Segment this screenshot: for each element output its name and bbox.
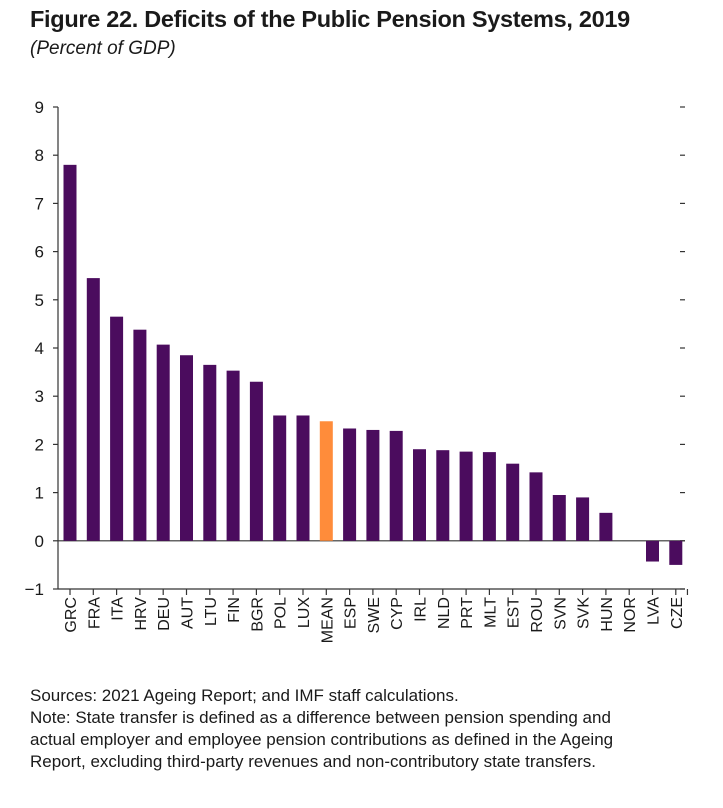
- bar-swe: [366, 429, 380, 541]
- bar-chart: −1 0 1 2 3 4 5 6 7 8 9 GRC FRA ITA HRV DEU AUT LTU FIN BGR P…: [25, 98, 689, 643]
- category-label-hrv: HRV: [133, 597, 150, 631]
- y-tick-label: 6: [35, 243, 44, 262]
- bar-mean: [319, 421, 333, 541]
- category-label-prt: PRT: [459, 597, 476, 629]
- bar-fin: [226, 370, 240, 541]
- category-label-deu: DEU: [156, 597, 173, 631]
- bar-grc: [63, 164, 77, 541]
- category-label-rou: ROU: [529, 597, 546, 633]
- category-label-swe: SWE: [366, 597, 383, 633]
- category-label-bgr: BGR: [249, 597, 266, 632]
- bar-lva: [646, 540, 659, 562]
- bar-svn: [552, 495, 566, 541]
- bar-svk: [576, 497, 590, 541]
- bar-mlt: [482, 452, 496, 541]
- bar-cze: [669, 540, 683, 565]
- y-tick-label: 8: [35, 146, 44, 165]
- bar-aut: [180, 355, 193, 541]
- bar-hun: [599, 512, 613, 541]
- y-tick-label: 0: [35, 532, 44, 551]
- category-label-mlt: MLT: [482, 597, 499, 628]
- category-label-esp: ESP: [343, 597, 360, 629]
- y-tick-label: −1: [25, 580, 44, 599]
- note-line-3: Report, excluding third-party revenues a…: [30, 752, 597, 771]
- bar-esp: [343, 428, 357, 541]
- category-label-est: EST: [506, 597, 523, 628]
- category-label-cze: CZE: [669, 597, 686, 629]
- chart-subtitle: (Percent of GDP): [30, 38, 176, 59]
- category-label-grc: GRC: [63, 597, 80, 633]
- category-label-irl: IRL: [413, 597, 430, 622]
- bar-prt: [459, 451, 473, 541]
- y-tick-label: 4: [35, 339, 44, 358]
- bar-lux: [296, 415, 310, 541]
- category-label-pol: POL: [273, 597, 290, 629]
- bar-deu: [156, 344, 170, 541]
- category-label-ltu: LTU: [203, 597, 220, 626]
- category-label-nor: NOR: [622, 597, 639, 633]
- bar-ita: [110, 316, 124, 541]
- category-label-svk: SVK: [576, 597, 593, 629]
- bars: [63, 164, 683, 565]
- bar-bgr: [249, 381, 263, 541]
- category-label-cyp: CYP: [389, 597, 406, 630]
- y-tick-label: 3: [35, 387, 44, 406]
- category-label-lux: LUX: [296, 597, 313, 628]
- category-label-lva: LVA: [646, 597, 663, 625]
- category-label-ita: ITA: [110, 597, 127, 621]
- bar-fra: [86, 278, 100, 541]
- bar-rou: [529, 472, 543, 541]
- category-label-fra: FRA: [86, 597, 103, 629]
- category-label-mean: MEAN: [319, 597, 336, 643]
- bar-pol: [273, 415, 287, 541]
- note-line-2: actual employer and employee pension con…: [30, 730, 614, 749]
- category-label-fin: FIN: [226, 597, 243, 623]
- y-tick-label: 1: [35, 484, 44, 503]
- bar-cyp: [389, 430, 403, 541]
- category-label-hun: HUN: [599, 597, 616, 632]
- chart-title: Figure 22. Deficits of the Public Pensio…: [30, 6, 630, 32]
- note-line-1: Note: State transfer is defined as a dif…: [30, 708, 611, 727]
- y-tick-label: 5: [35, 291, 44, 310]
- bar-est: [506, 463, 520, 541]
- category-label-svn: SVN: [552, 597, 569, 630]
- labels: −1 0 1 2 3 4 5 6 7 8 9 GRC FRA ITA HRV DEU AUT LTU FIN BGR P…: [25, 98, 686, 643]
- bar-nld: [436, 450, 450, 541]
- bar-ltu: [203, 364, 217, 541]
- y-tick-label: 7: [35, 194, 44, 213]
- sources-note: Sources: 2021 Ageing Report; and IMF sta…: [30, 686, 459, 705]
- bar-hrv: [133, 329, 147, 541]
- y-tick-label: 9: [35, 98, 44, 117]
- y-tick-label: 2: [35, 435, 44, 454]
- category-label-nld: NLD: [436, 597, 453, 629]
- bar-irl: [413, 449, 426, 541]
- category-label-aut: AUT: [180, 597, 197, 629]
- chart-notes: Sources: 2021 Ageing Report; and IMF sta…: [30, 685, 710, 773]
